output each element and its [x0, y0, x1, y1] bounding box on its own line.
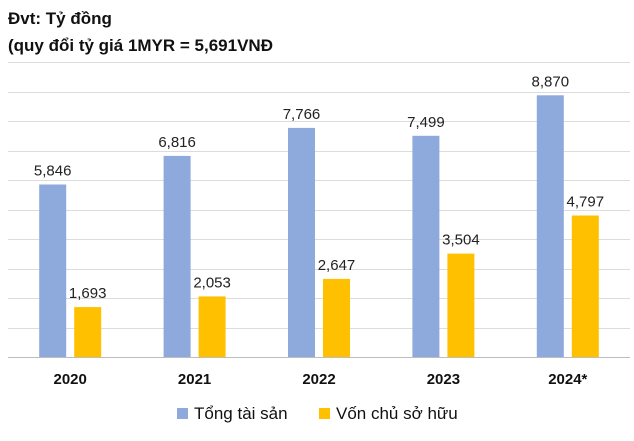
data-label-tong-tai-san-2: 7,766 — [283, 106, 321, 123]
bar-von-chu-so-huu-2 — [323, 278, 350, 357]
data-label-tong-tai-san-4: 8,870 — [532, 73, 570, 90]
gridlines — [8, 62, 630, 358]
bars — [39, 95, 599, 358]
legend-label-tong-tai-san: Tổng tài sản — [194, 404, 288, 423]
bar-tong-tai-san-1 — [163, 155, 191, 357]
category-label-0: 2020 — [54, 371, 87, 388]
data-label-tong-tai-san-1: 6,816 — [158, 134, 196, 151]
data-label-von-chu-so-huu-0: 1,693 — [69, 285, 107, 302]
category-label-4: 2024* — [548, 371, 587, 388]
category-label-2: 2022 — [302, 371, 335, 388]
data-label-tong-tai-san-3: 7,499 — [407, 114, 445, 131]
category-labels: 2020 2021 2022 2023 2024* — [54, 371, 588, 388]
unit-note-line-1: Đvt: Tỷ đồng — [8, 9, 112, 28]
chart-unit-note: Đvt: Tỷ đồng (quy đổi tỷ giá 1MYR = 5,69… — [8, 9, 273, 55]
category-label-1: 2021 — [178, 371, 211, 388]
legend: Tổng tài sản Vốn chủ sở hữu — [177, 404, 458, 423]
bar-von-chu-so-huu-1 — [198, 296, 226, 357]
data-label-von-chu-so-huu-1: 2,053 — [193, 274, 231, 291]
data-label-von-chu-so-huu-4: 4,797 — [567, 194, 605, 211]
data-labels: 5,846 1,693 6,816 2,053 7,766 2,647 7,499 3,504… — [34, 73, 604, 302]
data-label-von-chu-so-huu-3: 3,504 — [442, 232, 480, 249]
bar-von-chu-so-huu-0 — [74, 307, 102, 357]
data-label-von-chu-so-huu-2: 2,647 — [318, 257, 356, 274]
legend-swatch-von-chu-so-huu — [319, 408, 330, 419]
data-label-tong-tai-san-0: 5,846 — [34, 163, 72, 180]
category-label-3: 2023 — [427, 371, 460, 388]
unit-note-line-2: (quy đổi tỷ giá 1MYR = 5,691VNĐ — [8, 36, 273, 55]
legend-label-von-chu-so-huu: Vốn chủ sở hữu — [336, 404, 458, 423]
bar-tong-tai-san-4 — [536, 95, 564, 358]
bar-von-chu-so-huu-3 — [447, 253, 475, 357]
bar-tong-tai-san-0 — [39, 184, 67, 357]
bar-tong-tai-san-3 — [412, 135, 440, 357]
bar-tong-tai-san-2 — [288, 127, 315, 358]
legend-swatch-tong-tai-san — [177, 408, 188, 419]
bar-von-chu-so-huu-4 — [571, 215, 599, 357]
